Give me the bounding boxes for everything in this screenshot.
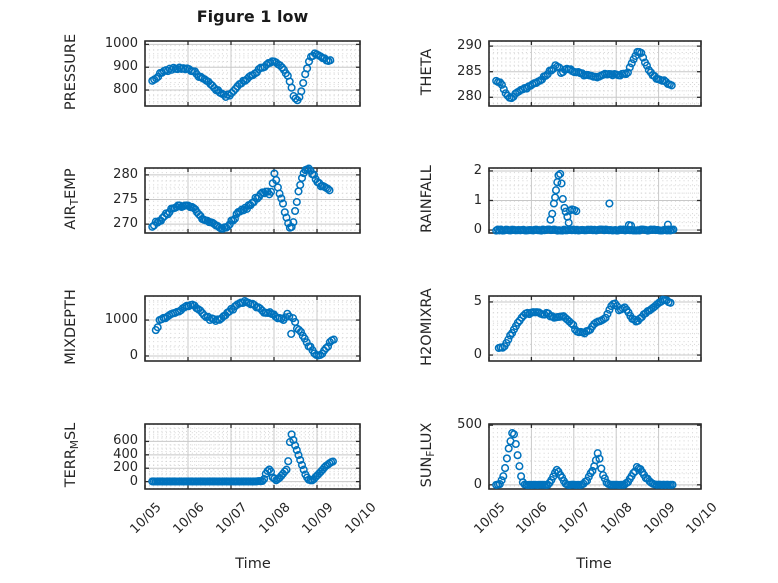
y-tick-label: 280 bbox=[457, 89, 482, 105]
y-axis-label-terrmsl: TERRMSL bbox=[63, 422, 81, 487]
y-tick-label: 1000 bbox=[104, 312, 138, 328]
y-tick-label: 800 bbox=[113, 82, 138, 98]
subplot-h2omixra-plot bbox=[488, 295, 702, 362]
y-tick-label: 280 bbox=[113, 166, 138, 182]
y-tick-label: 0 bbox=[473, 476, 482, 492]
y-tick-label: 600 bbox=[113, 433, 138, 449]
scatter-markers bbox=[492, 429, 677, 489]
y-tick-label: 0 bbox=[129, 473, 138, 489]
x-axis-label-left: Time bbox=[235, 556, 271, 572]
scatter-markers bbox=[151, 296, 338, 360]
axes-box bbox=[488, 40, 702, 107]
y-tick-label: 290 bbox=[457, 38, 482, 54]
subplot-airtemp-plot bbox=[144, 164, 361, 234]
y-tick-label: 500 bbox=[457, 417, 482, 433]
scatter-markers bbox=[148, 49, 335, 105]
figure-title: Figure 1 low bbox=[196, 7, 309, 26]
scatter-markers bbox=[492, 169, 678, 235]
x-axis-label-right: Time bbox=[576, 556, 612, 572]
subplot-pressure-plot bbox=[144, 40, 361, 107]
y-tick-label: 0 bbox=[473, 347, 482, 363]
subplot-rainfall-plot bbox=[488, 167, 702, 235]
subplot-sunflux-plot bbox=[488, 423, 702, 490]
y-tick-label: 400 bbox=[113, 446, 138, 462]
y-tick-label: 900 bbox=[113, 59, 138, 75]
y-tick-label: 200 bbox=[113, 460, 138, 476]
y-tick-label: 1000 bbox=[104, 36, 138, 52]
axes-box bbox=[144, 167, 361, 234]
y-tick-label: 0 bbox=[129, 347, 138, 363]
y-tick-label: 5 bbox=[473, 293, 482, 309]
scatter-markers bbox=[492, 47, 676, 103]
y-tick-label: 1 bbox=[473, 192, 482, 208]
minor-grid bbox=[489, 296, 701, 361]
subplot-terrmsl-plot bbox=[144, 423, 361, 490]
y-axis-label-sunflux: SUNFLUX bbox=[419, 422, 437, 487]
scatter-markers bbox=[494, 295, 675, 353]
y-tick-label: 0 bbox=[473, 222, 482, 238]
subplot-mixdepth-plot bbox=[144, 295, 361, 362]
major-grid bbox=[488, 41, 702, 106]
y-tick-label: 275 bbox=[113, 191, 138, 207]
y-tick-label: 285 bbox=[457, 63, 482, 79]
axes-box bbox=[488, 295, 702, 362]
scatter-markers bbox=[148, 430, 337, 486]
axes-box bbox=[144, 40, 361, 107]
y-tick-label: 2 bbox=[473, 162, 482, 178]
y-tick-label: 270 bbox=[113, 216, 138, 232]
scatter-markers bbox=[148, 164, 334, 233]
axes-box bbox=[144, 423, 361, 490]
subplot-theta-plot bbox=[488, 40, 702, 107]
